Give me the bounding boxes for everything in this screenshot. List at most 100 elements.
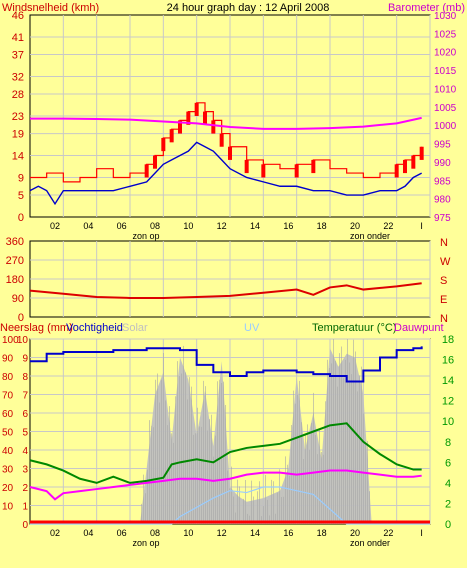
x-tick-clim-18: 18 bbox=[317, 528, 327, 538]
y-tick-temp-0: 0 bbox=[445, 519, 451, 531]
note-sunset-1: zon onder bbox=[350, 231, 390, 241]
y-tick-wind-5: 5 bbox=[18, 190, 24, 202]
y-tick-temp-10: 10 bbox=[442, 416, 454, 428]
tick-labels: 0591419232832374146975980985990995100010… bbox=[2, 10, 457, 548]
gust-mark-21 bbox=[294, 164, 299, 178]
gust-mark-7 bbox=[144, 164, 149, 178]
dir-letter-4: N bbox=[440, 313, 448, 325]
series-wind-direction bbox=[29, 282, 422, 299]
legend-vochtigheid: Vochtigheid bbox=[66, 322, 123, 334]
series-temperature bbox=[29, 422, 422, 484]
note-sunset-3: zon onder bbox=[350, 538, 390, 548]
note-sunrise-3: zon op bbox=[132, 538, 159, 548]
y-tick-temp-16: 16 bbox=[442, 355, 454, 367]
y-tick-baro-1025: 1025 bbox=[434, 29, 457, 40]
x-tick-wind-12: 12 bbox=[217, 221, 227, 231]
gust-mark-17 bbox=[228, 146, 232, 160]
gust-mark-12 bbox=[186, 111, 191, 125]
x-tick-clim-08: 08 bbox=[150, 528, 160, 538]
gust-mark-16 bbox=[219, 133, 224, 147]
x-tick-wind-I: I bbox=[420, 221, 423, 231]
gust-mark-15 bbox=[211, 120, 216, 134]
gust-mark-28 bbox=[403, 159, 407, 174]
gust-mark-27 bbox=[394, 164, 399, 178]
legend-temperatuur: Temperatuur (°C) bbox=[312, 322, 396, 334]
x-tick-clim-14: 14 bbox=[250, 528, 260, 538]
y-tick-hum-80: 80 bbox=[2, 372, 14, 383]
x-tick-clim-I: I bbox=[420, 528, 423, 538]
y-tick-rain-1: 1 bbox=[22, 502, 28, 513]
y-tick-baro-1015: 1015 bbox=[434, 66, 457, 77]
y-tick-rain-7: 7 bbox=[22, 391, 28, 402]
y-tick-wind-9: 9 bbox=[18, 172, 24, 184]
gust-mark-8 bbox=[153, 155, 157, 169]
dir-letter-3: E bbox=[440, 294, 447, 306]
x-tick-wind-02: 02 bbox=[50, 221, 60, 231]
y-tick-hum-30: 30 bbox=[2, 465, 14, 476]
y-tick-hum-90: 90 bbox=[2, 354, 14, 365]
series-humidity bbox=[30, 346, 423, 383]
gust-mark-29 bbox=[411, 155, 416, 169]
series-uv bbox=[30, 486, 430, 525]
gust-mark-14 bbox=[203, 111, 207, 125]
y-tick-baro-1005: 1005 bbox=[434, 103, 457, 114]
x-tick-clim-10: 10 bbox=[183, 528, 193, 538]
gust-mark-10 bbox=[169, 129, 174, 143]
y-tick-hum-60: 60 bbox=[2, 409, 14, 420]
y-tick-dir-360: 360 bbox=[6, 236, 24, 248]
y-tick-hum-40: 40 bbox=[2, 446, 14, 457]
y-tick-temp-4: 4 bbox=[445, 478, 451, 490]
y-tick-hum-20: 20 bbox=[2, 483, 14, 494]
y-tick-wind-14: 14 bbox=[12, 151, 24, 163]
y-tick-dir-270: 270 bbox=[6, 255, 24, 267]
y-tick-temp-18: 18 bbox=[442, 334, 454, 346]
y-tick-baro-1010: 1010 bbox=[434, 84, 457, 95]
gust-mark-9 bbox=[161, 137, 166, 152]
y-tick-temp-12: 12 bbox=[442, 396, 454, 408]
y-tick-rain-6: 6 bbox=[22, 409, 28, 420]
x-tick-wind-06: 06 bbox=[117, 221, 127, 231]
gust-mark-13 bbox=[194, 102, 199, 116]
y-tick-dir-90: 90 bbox=[12, 293, 24, 305]
x-tick-wind-14: 14 bbox=[250, 221, 260, 231]
y-tick-rain-4: 4 bbox=[22, 446, 28, 457]
legend-solar: Solar bbox=[122, 322, 148, 334]
wind-axis-title: Windsnelheid (kmh) bbox=[2, 2, 99, 14]
y-tick-wind-19: 19 bbox=[12, 129, 24, 141]
y-tick-baro-990: 990 bbox=[434, 158, 451, 169]
chart-title: 24 hour graph day : 12 April 2008 bbox=[167, 2, 330, 14]
barometer-axis-title: Barometer (mb) bbox=[388, 2, 465, 14]
x-tick-clim-06: 06 bbox=[117, 528, 127, 538]
y-tick-rain-9: 9 bbox=[22, 354, 28, 365]
x-tick-wind-04: 04 bbox=[83, 221, 93, 231]
x-tick-wind-08: 08 bbox=[150, 221, 160, 231]
series-barometer bbox=[30, 116, 422, 130]
y-tick-wind-0: 0 bbox=[18, 212, 24, 224]
x-tick-wind-10: 10 bbox=[183, 221, 193, 231]
y-tick-hum-50: 50 bbox=[2, 428, 14, 439]
y-tick-hum-70: 70 bbox=[2, 391, 14, 402]
gust-mark-30 bbox=[419, 146, 424, 160]
series-marks bbox=[29, 102, 430, 525]
y-tick-rain-8: 8 bbox=[22, 372, 28, 383]
y-tick-rain-2: 2 bbox=[22, 483, 28, 494]
y-tick-temp-6: 6 bbox=[445, 457, 451, 469]
y-tick-hum-100: 100 bbox=[2, 335, 19, 346]
note-sunrise-1: zon op bbox=[132, 231, 159, 241]
dir-letter-1: W bbox=[440, 256, 451, 268]
x-tick-clim-22: 22 bbox=[383, 528, 393, 538]
x-tick-wind-18: 18 bbox=[317, 221, 327, 231]
y-tick-baro-1030: 1030 bbox=[434, 11, 457, 22]
legend-neerslag: Neerslag (mm) bbox=[0, 322, 73, 334]
y-tick-rain-5: 5 bbox=[22, 428, 28, 439]
y-tick-wind-28: 28 bbox=[12, 89, 24, 101]
x-tick-clim-04: 04 bbox=[83, 528, 93, 538]
y-tick-rain-10: 10 bbox=[17, 335, 29, 346]
x-tick-wind-20: 20 bbox=[350, 221, 360, 231]
gust-mark-22 bbox=[311, 159, 316, 174]
y-tick-temp-8: 8 bbox=[445, 437, 451, 449]
y-tick-wind-37: 37 bbox=[12, 50, 24, 62]
x-tick-clim-16: 16 bbox=[283, 528, 293, 538]
